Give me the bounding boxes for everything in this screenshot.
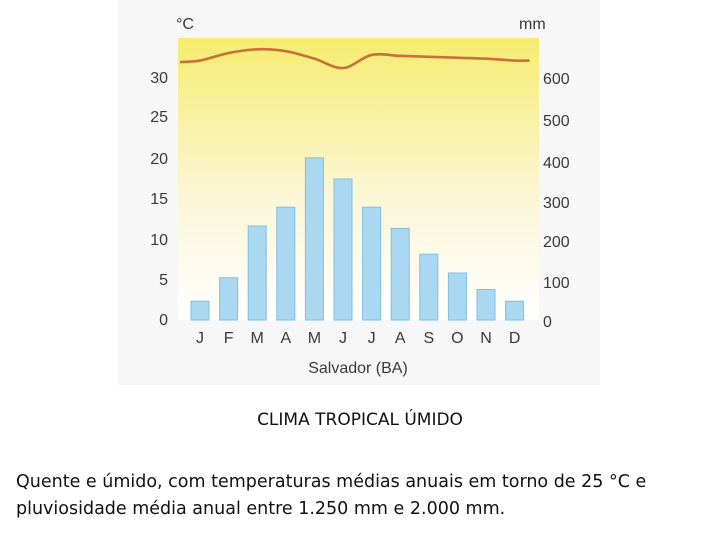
precipitation-bar: [505, 300, 525, 321]
precipitation-bar: [304, 157, 324, 321]
precipitation-bar: [219, 277, 239, 321]
month-label: F: [224, 330, 234, 347]
climate-title: CLIMA TROPICAL ÚMIDO: [257, 410, 463, 430]
month-label: O: [451, 330, 463, 347]
month-label: M: [251, 330, 264, 347]
right-tick-label: 300: [543, 195, 570, 212]
precipitation-bar: [247, 225, 267, 321]
left-tick-label: 15: [150, 191, 168, 208]
left-tick-label: 10: [150, 232, 168, 249]
month-label: J: [339, 330, 347, 347]
precipitation-bar: [419, 253, 439, 321]
precipitation-bar: [276, 206, 296, 321]
precipitation-bar: [190, 300, 210, 321]
month-label: S: [423, 330, 434, 347]
right-tick-label: 600: [543, 71, 570, 88]
month-label: D: [509, 330, 521, 347]
temperature-line: [179, 47, 530, 70]
precipitation-bar: [333, 178, 353, 321]
left-tick-label: 25: [150, 109, 168, 126]
climate-description: Quente e úmido, com temperaturas médias …: [16, 472, 647, 519]
right-tick-label: 400: [543, 155, 570, 172]
right-tick-label: 500: [543, 113, 570, 130]
left-tick-label: 0: [159, 312, 168, 329]
left-axis-ticks: 0 5 10 15 20 25 30: [150, 70, 168, 329]
month-label: M: [308, 330, 321, 347]
precipitation-bar: [447, 272, 467, 321]
month-label: J: [196, 330, 204, 347]
precipitation-bar: [362, 206, 382, 321]
precipitation-bar: [476, 288, 496, 321]
right-axis-unit: mm: [519, 16, 546, 33]
plot-background: [178, 38, 539, 320]
left-tick-label: 30: [150, 70, 168, 87]
precipitation-bar: [390, 227, 410, 321]
month-label: N: [480, 330, 492, 347]
left-axis-unit: °C: [176, 16, 194, 33]
x-axis-label: Salvador (BA): [308, 360, 408, 377]
right-tick-label: 200: [543, 234, 570, 251]
right-tick-label: 100: [543, 275, 570, 292]
right-axis-ticks: 0 100 200 300 400 500 600: [543, 71, 570, 331]
left-tick-label: 5: [159, 272, 168, 289]
climate-chart: °C mm 0 5 10 15 20 25 30 0 100 200 300 400 500 600 J…: [118, 0, 600, 385]
climate-chart-svg: °C mm 0 5 10 15 20 25 30 0 100 200 300 400 500 600 J…: [150, 16, 570, 377]
month-label: A: [395, 330, 406, 347]
left-tick-label: 20: [150, 151, 168, 168]
precipitation-bars: [190, 157, 525, 321]
month-label: J: [368, 330, 376, 347]
month-label: A: [280, 330, 291, 347]
right-tick-label: 0: [543, 314, 552, 331]
